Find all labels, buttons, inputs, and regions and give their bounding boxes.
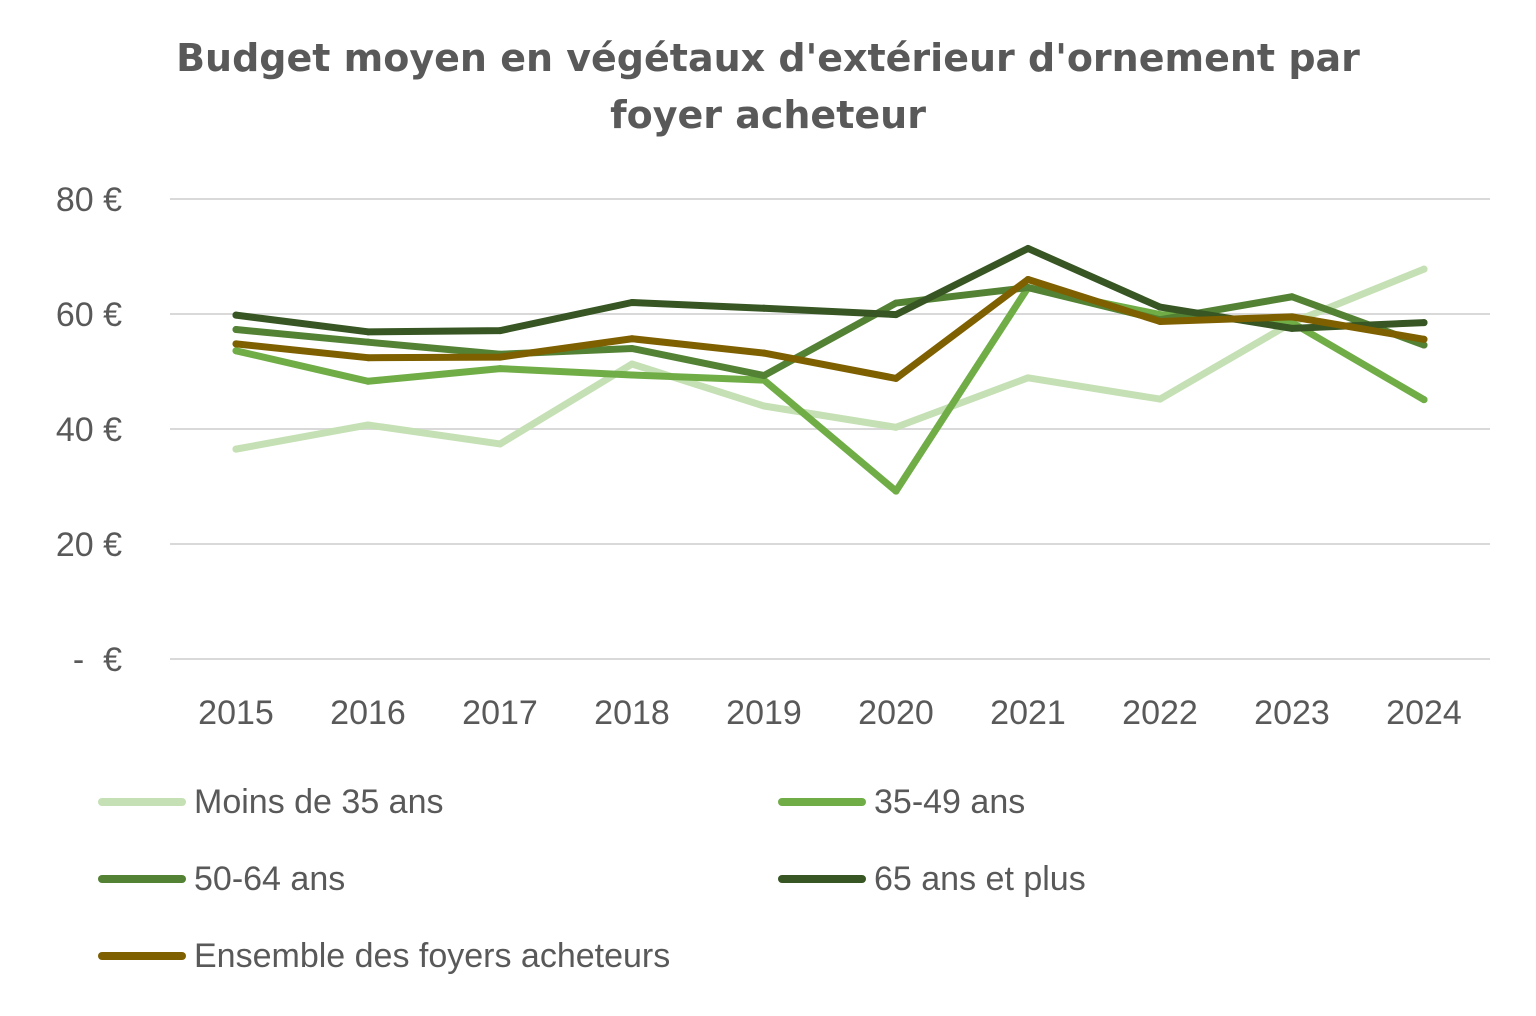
data-point	[232, 340, 240, 348]
data-point	[760, 372, 768, 380]
data-point	[1156, 317, 1164, 325]
data-point	[628, 299, 636, 306]
gridlines	[170, 198, 1490, 660]
chart-title: Budget moyen en végétaux d'extérieur d'o…	[0, 30, 1536, 144]
data-point	[892, 423, 900, 431]
data-point	[760, 349, 768, 357]
data-point	[496, 327, 504, 335]
data-point	[892, 487, 900, 495]
x-axis-tick-labels: 2015 2016 2017 2018 2019 2020 2021 2022 2023 2024	[198, 694, 1462, 732]
data-point	[1156, 395, 1164, 403]
x-tick-label: 2019	[726, 694, 802, 732]
y-tick-label: 20 €	[56, 526, 122, 564]
data-point	[1288, 324, 1296, 332]
data-point	[1024, 374, 1032, 382]
data-point	[1288, 293, 1296, 301]
data-point	[232, 311, 240, 319]
data-point	[892, 311, 900, 319]
y-tick-label: 40 €	[56, 411, 122, 449]
x-tick-label: 2022	[1122, 694, 1198, 732]
data-point	[496, 353, 504, 361]
data-point	[364, 354, 372, 362]
data-point	[628, 345, 636, 352]
x-tick-label: 2023	[1254, 694, 1330, 732]
data-point	[892, 374, 900, 382]
data-point	[1420, 335, 1428, 343]
data-point	[1156, 303, 1164, 311]
data-point	[364, 328, 372, 336]
data-point	[628, 371, 636, 379]
data-point	[364, 377, 372, 385]
y-axis-tick-labels: - € 20 € 40 € 60 € 80 €	[56, 181, 122, 679]
series-line-0	[232, 265, 1428, 453]
data-point	[496, 440, 504, 448]
x-tick-label: 2024	[1386, 694, 1462, 732]
data-point	[760, 304, 768, 312]
data-point	[760, 402, 768, 410]
data-point	[1420, 341, 1428, 349]
x-tick-label: 2020	[858, 694, 934, 732]
data-point	[1420, 319, 1428, 327]
data-point	[892, 299, 900, 307]
chart-title-line-1: Budget moyen en végétaux d'extérieur d'o…	[176, 36, 1360, 80]
x-tick-label: 2017	[462, 694, 538, 732]
y-tick-label: 80 €	[56, 181, 122, 219]
data-point	[364, 338, 372, 346]
y-tick-label: 60 €	[56, 296, 122, 334]
x-tick-label: 2018	[594, 694, 670, 732]
data-point	[1024, 244, 1032, 252]
data-point	[628, 360, 636, 368]
data-point	[1288, 319, 1296, 327]
x-tick-label: 2015	[198, 694, 274, 732]
data-point	[364, 421, 372, 429]
series-lines	[232, 244, 1428, 495]
data-point	[496, 365, 504, 373]
series-line-2	[232, 284, 1428, 380]
x-tick-label: 2016	[330, 694, 406, 732]
data-point	[1024, 284, 1032, 292]
data-point	[1420, 396, 1428, 404]
data-point	[628, 335, 636, 343]
chart-title-line-2: foyer acheteur	[610, 93, 926, 137]
series-line-4	[232, 276, 1428, 382]
data-point	[232, 326, 240, 334]
data-point	[1024, 276, 1032, 283]
data-point	[232, 347, 240, 355]
data-point	[1420, 265, 1428, 273]
data-point	[232, 445, 240, 453]
data-point	[1288, 313, 1296, 321]
x-tick-label: 2021	[990, 694, 1066, 732]
y-tick-label: - €	[73, 641, 122, 679]
